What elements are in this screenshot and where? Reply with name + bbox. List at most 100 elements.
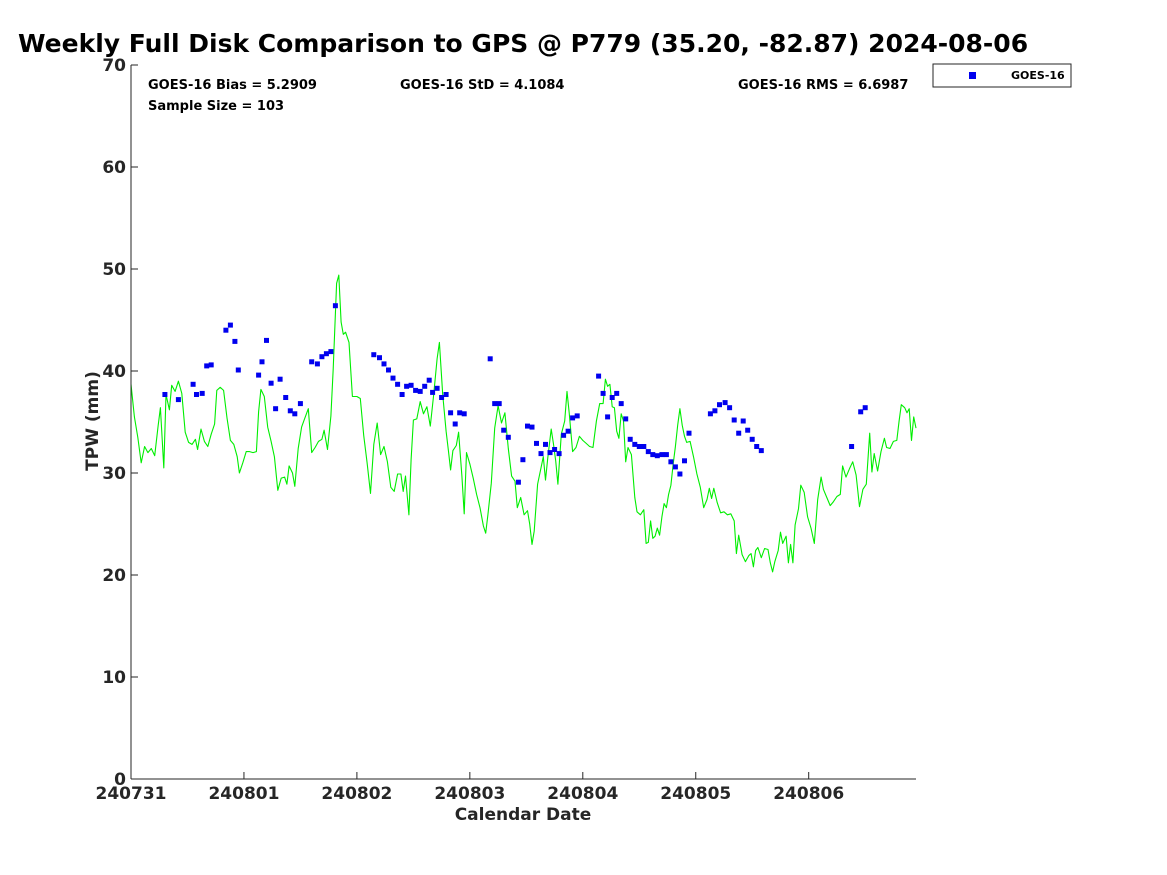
y-tick-label: 30 [102,464,126,484]
goes16-data-point [426,377,432,383]
goes16-data-point [645,449,651,455]
goes16-data-point [199,390,205,396]
goes16-data-point [525,423,530,429]
goes16-data-point [614,390,620,396]
goes16-data-point [328,349,334,355]
goes16-data-point [515,479,521,485]
goes16-data-point [283,395,289,400]
goes16-data-point [223,327,229,333]
y-tick-label: 40 [102,362,126,382]
goes16-data-point [552,447,558,452]
goes16-data-point [404,383,410,389]
goes16-data-point [574,413,580,419]
goes16-data-point [565,428,571,434]
goes16-data-point [332,303,338,309]
rms-stat: GOES-16 RMS = 6.6987 [738,78,908,93]
goes16-data-point [749,436,755,442]
goes16-data-point [273,406,279,412]
legend-box [932,63,1072,88]
goes16-data-point [529,424,535,430]
goes16-data-point [663,452,669,458]
goes16-data-point [596,373,602,379]
goes16-data-point [371,352,377,358]
goes16-data-point [543,441,548,447]
goes16-data-point [259,359,265,365]
goes16-data-point [650,452,656,458]
goes16-data-point [386,367,391,373]
goes16-data-point [461,411,467,417]
goes16-data-point [740,418,746,424]
y-tick-label: 50 [102,260,126,280]
goes16-data-point [505,434,511,440]
goes16-data-point [722,400,728,406]
goes16-data-point [264,337,269,343]
goes16-data-point [754,444,760,449]
goes16-data-point [618,401,624,407]
goes16-data-point [297,401,303,407]
goes16-data-point [395,381,401,387]
legend: GOES-16 [932,63,1072,88]
goes16-data-point [377,355,382,361]
goes16-data-point [492,401,498,407]
goes16-data-point [292,411,298,417]
x-tick-label: 240731 [96,784,167,804]
goes16-data-point [439,395,445,400]
goes16-data-point [672,464,678,470]
goes16-data-point [686,430,692,436]
goes16-data-point [399,392,405,397]
goes16-data-point [717,402,722,408]
goes16-data-point [319,354,325,360]
y-tick-label: 0 [114,770,126,790]
goes16-data-point [204,363,210,369]
goes16-data-point [390,375,396,381]
goes16-data-point [682,458,687,464]
goes16-data-point [654,453,660,459]
goes16-data-point [600,390,606,396]
goes16-data-point [534,440,539,446]
x-tick-label: 240805 [660,784,731,804]
goes16-data-point [430,389,436,395]
goes16-data-point [457,410,463,416]
goes16-data-point [235,367,241,373]
goes16-data-point [668,459,674,465]
sample-size-stat: Sample Size = 103 [148,99,284,114]
goes16-data-point [538,451,544,457]
goes16-data-point [862,405,868,411]
std-stat: GOES-16 StD = 4.1084 [400,78,564,93]
goes16-data-point [496,401,502,407]
goes16-data-point [381,361,387,367]
goes16-data-point [736,430,742,436]
goes16-data-point [641,444,647,449]
goes16-data-point [520,457,526,463]
goes16-data-point [277,376,283,382]
goes16-data-point [434,385,440,391]
goes16-data-point [745,427,751,433]
goes16-data-point [636,444,642,449]
goes16-data-point [858,409,864,415]
goes16-data-point [731,417,737,423]
y-tick-label: 10 [102,668,126,688]
goes16-data-point [287,408,293,414]
goes16-data-point [487,356,493,362]
goes16-data-point [232,338,238,344]
goes16-data-point [422,383,428,389]
goes16-data-point [256,372,262,378]
goes16-data-point [417,388,423,394]
goes16-data-point [162,392,168,397]
goes16-data-point [309,359,315,365]
x-tick-label: 240803 [434,784,505,804]
goes16-data-point [758,448,764,454]
goes16-data-point [175,397,181,403]
goes16-data-point [849,444,855,449]
legend-marker [969,72,976,79]
goes16-data-point [547,450,553,456]
x-axis-label: Calendar Date [455,805,592,825]
goes16-data-point [556,451,562,457]
goes16-data-point [194,392,199,397]
plot-area [131,65,916,779]
chart-title: Weekly Full Disk Comparison to GPS @ P77… [18,29,1028,58]
gps-tpw-line [130,274,917,573]
series-layer [130,274,917,573]
y-axis-label: TPW (mm) [83,371,103,471]
